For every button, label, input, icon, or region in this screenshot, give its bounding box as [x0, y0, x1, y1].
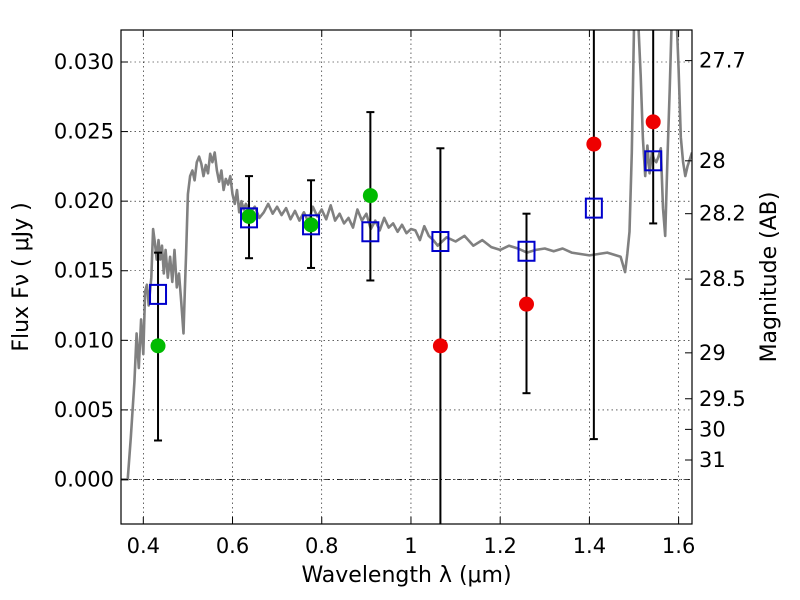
y-tick-label: 0.010 — [54, 328, 114, 352]
y-tick-label: 0.000 — [54, 467, 114, 491]
model-point — [149, 283, 168, 305]
mag-tick-label: 29 — [699, 341, 726, 365]
data-point — [518, 296, 534, 312]
y-tick-label: 0.005 — [54, 398, 114, 422]
y2-axis-label: Magnitude (AB) — [757, 192, 782, 363]
mag-tick-label: 27.7 — [699, 49, 746, 73]
axis-ticks — [121, 30, 692, 524]
tick-labels: 0.4 0.6 0.8 1 1.2 1.4 1.6 0.000 0.005 0.010 0.015 0… — [54, 49, 746, 558]
y-tick-label: 0.020 — [54, 189, 114, 213]
data-points-layer — [149, 114, 663, 354]
sed-model-layer — [121, 30, 692, 481]
model-point — [361, 221, 380, 243]
data-point — [432, 338, 448, 354]
data-point — [586, 136, 602, 152]
y-tick-label: 0.015 — [54, 259, 114, 283]
data-point — [241, 208, 257, 224]
grid — [121, 30, 692, 524]
data-point — [645, 114, 661, 130]
x-tick-label: 1.6 — [662, 534, 695, 558]
data-point — [362, 188, 378, 204]
error-bars-layer — [154, 30, 658, 524]
plot-frame — [120, 29, 693, 525]
mag-tick-label: 30 — [699, 417, 726, 441]
model-point — [431, 231, 450, 253]
y-tick-label: 0.030 — [54, 50, 114, 74]
x-tick-label: 1 — [404, 534, 417, 558]
model-point — [302, 214, 321, 236]
mag-tick-label: 28.2 — [699, 202, 746, 226]
x-axis-label: Wavelength λ (μm) — [301, 563, 511, 588]
y-axis-label: Flux Fν ( μJy ) — [9, 202, 34, 351]
data-point — [150, 338, 166, 354]
model-point — [584, 197, 603, 219]
x-tick-label: 0.8 — [305, 534, 338, 558]
x-tick-label: 1.4 — [573, 534, 606, 558]
data-point — [303, 217, 319, 233]
x-tick-label: 1.2 — [483, 534, 516, 558]
y-tick-label: 0.025 — [54, 120, 114, 144]
model-point — [240, 207, 259, 229]
mag-tick-label: 31 — [699, 448, 726, 472]
mag-tick-label: 28.5 — [699, 267, 746, 291]
mag-tick-label: 28 — [699, 149, 726, 173]
sed-model-curve — [121, 30, 692, 481]
x-tick-label: 0.6 — [216, 534, 249, 558]
model-point — [517, 240, 536, 262]
x-tick-label: 0.4 — [127, 534, 160, 558]
model-point — [644, 150, 663, 172]
mag-tick-label: 29.5 — [699, 387, 746, 411]
